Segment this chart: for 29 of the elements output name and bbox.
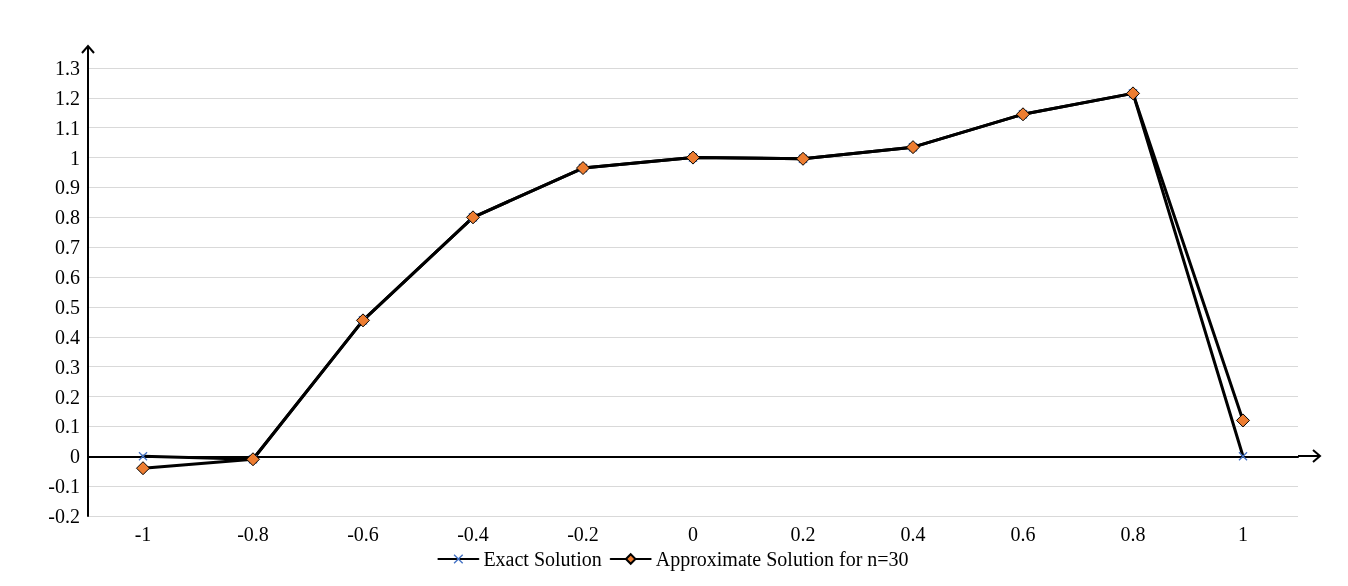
y-tick-label: 0.8 bbox=[55, 206, 80, 229]
x-tick-label: 0.6 bbox=[1010, 523, 1036, 545]
y-tick-label: 0.6 bbox=[55, 266, 80, 289]
y-tick-label: 0.7 bbox=[55, 236, 80, 259]
y-tick-label: 0.4 bbox=[55, 325, 80, 348]
x-tick-label: 0 bbox=[688, 523, 698, 545]
y-tick-label: -0.2 bbox=[48, 505, 80, 527]
x-tick-label: 0.8 bbox=[1120, 523, 1146, 545]
y-tick-label: 0 bbox=[70, 445, 80, 468]
y-tick-label: 0.5 bbox=[55, 295, 80, 318]
y-tick-label: -0.1 bbox=[48, 475, 80, 498]
y-tick-label: 0.3 bbox=[55, 355, 80, 378]
y-tick-label: 1 bbox=[70, 146, 80, 169]
y-tick-label: 1.2 bbox=[55, 86, 80, 109]
y-tick-label: 0.2 bbox=[55, 385, 80, 408]
x-tick-label: -0.2 bbox=[567, 523, 599, 545]
legend-label: Exact Solution bbox=[483, 548, 602, 570]
x-tick-label: -0.6 bbox=[347, 523, 379, 545]
y-tick-label: 0.1 bbox=[55, 415, 80, 438]
legend-label: Approximate Solution for n=30 bbox=[655, 548, 909, 571]
x-tick-label: 1 bbox=[1238, 523, 1248, 545]
x-tick-label: 0.4 bbox=[900, 523, 926, 545]
y-tick-label: 0.9 bbox=[55, 176, 80, 199]
x-tick-label: -1 bbox=[134, 523, 152, 545]
x-tick-label: -0.4 bbox=[457, 523, 489, 545]
x-tick-label: -0.8 bbox=[237, 523, 269, 545]
y-tick-label: 1.3 bbox=[55, 57, 80, 79]
y-tick-label: 1.1 bbox=[55, 116, 80, 139]
x-tick-label: 0.2 bbox=[790, 523, 816, 545]
